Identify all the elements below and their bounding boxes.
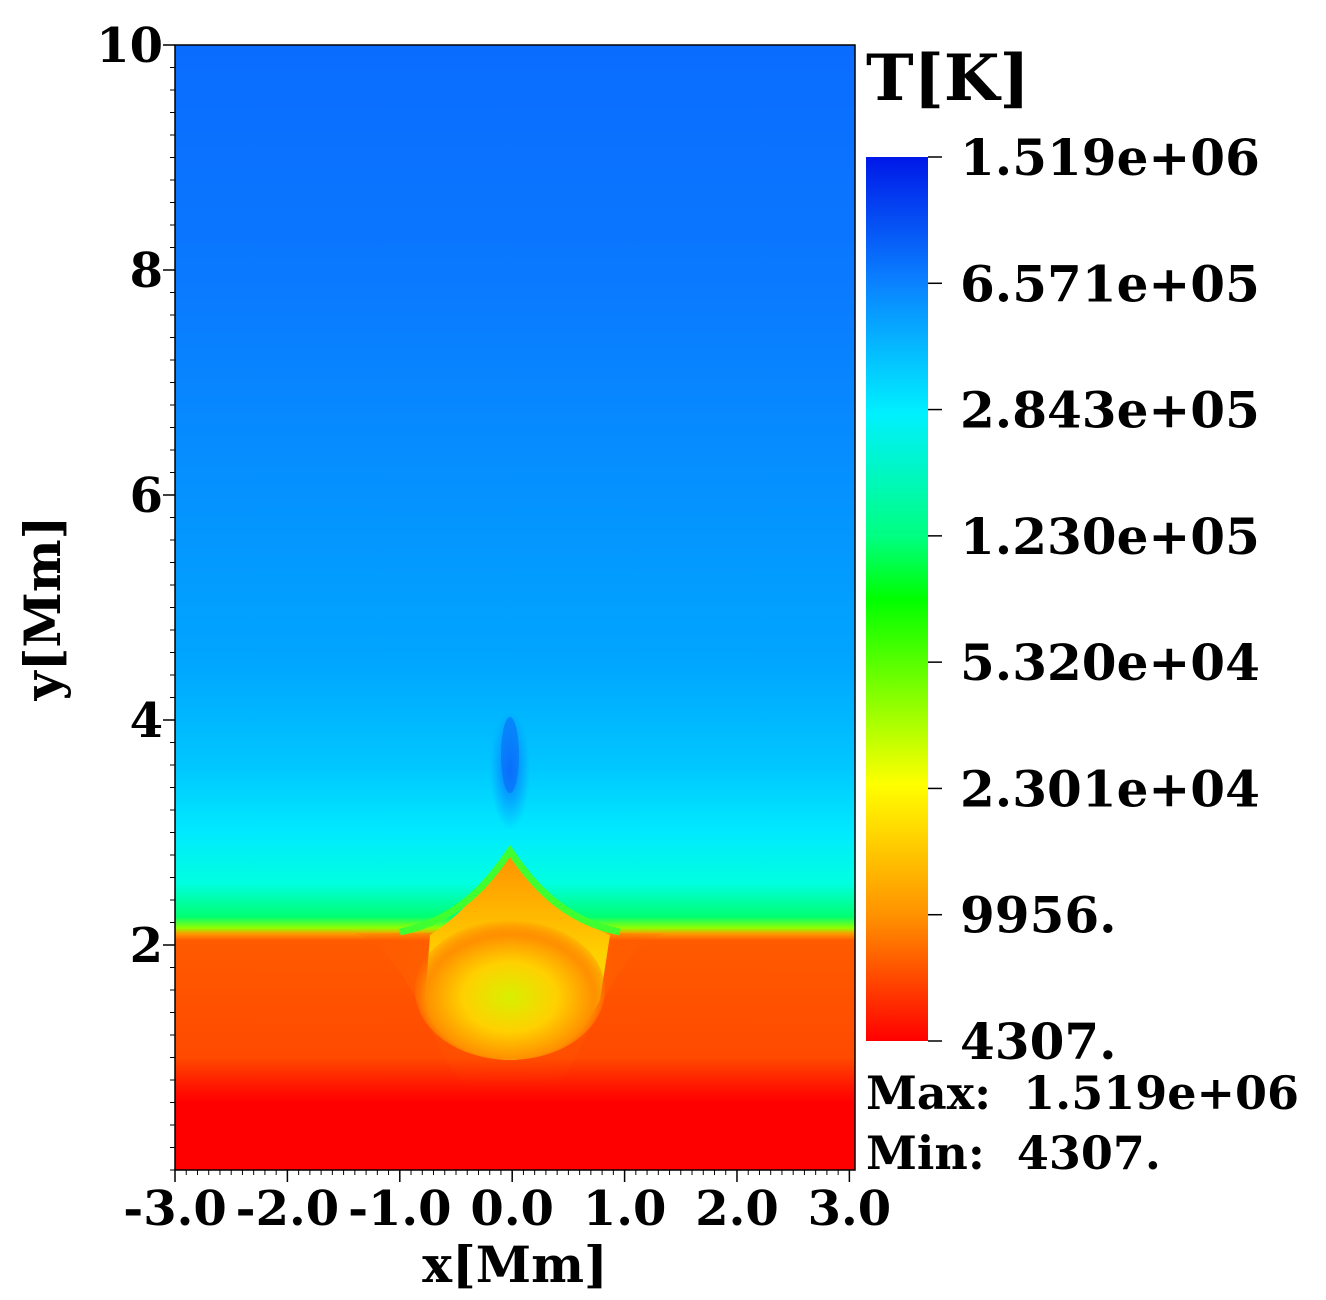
x-tick-label: -3.0 — [123, 1181, 226, 1237]
jet-rim — [399, 844, 621, 936]
colorbar-title: T[K] — [866, 41, 1030, 116]
y-tick-label: 8 — [130, 243, 163, 299]
max-stat: Max: 1.519e+06 — [866, 1070, 1299, 1116]
colorbar-tick-label: 5.320e+04 — [960, 633, 1260, 692]
temperature-field — [175, 45, 855, 1170]
max-label: Max: — [866, 1066, 992, 1120]
x-tick-label: -2.0 — [236, 1181, 339, 1237]
y-tick-label: 6 — [130, 468, 163, 524]
jet-core — [415, 920, 605, 1060]
min-value: 4307. — [1016, 1126, 1161, 1180]
hot-blob-core — [501, 717, 519, 793]
x-tick-label: 1.0 — [583, 1181, 667, 1237]
x-tick-label: -1.0 — [348, 1181, 451, 1237]
colorbar-tick-label: 1.230e+05 — [960, 507, 1260, 566]
colorbar-ticks: 1.519e+06 6.571e+05 2.843e+05 1.230e+05 5.32… — [928, 128, 1260, 1071]
y-axis-title: y[Mm] — [13, 516, 72, 702]
colorbar-tick-label: 1.519e+06 — [960, 128, 1260, 187]
colorbar-tick-label: 9956. — [960, 886, 1117, 945]
x-axis-title: x[Mm] — [422, 1235, 607, 1294]
x-axis: -3.0 -2.0 -1.0 0.0 1.0 2.0 3.0 — [123, 1170, 891, 1237]
min-label: Min: — [866, 1126, 985, 1180]
y-axis: 2 4 6 8 10 — [96, 18, 175, 1171]
colorbar — [866, 157, 928, 1041]
x-tick-label: 0.0 — [470, 1181, 554, 1237]
colorbar-tick-label: 2.301e+04 — [960, 759, 1260, 818]
y-tick-label: 4 — [130, 693, 163, 749]
colorbar-tick-label: 6.571e+05 — [960, 254, 1260, 313]
colorbar-tick-label: 4307. — [960, 1012, 1117, 1071]
y-tick-label: 2 — [130, 918, 163, 974]
min-stat: Min: 4307. — [866, 1130, 1161, 1176]
colorbar-tick-label: 2.843e+05 — [960, 381, 1260, 440]
x-tick-label: 2.0 — [695, 1181, 779, 1237]
y-tick-label: 10 — [96, 18, 163, 74]
x-tick-label: 3.0 — [808, 1181, 892, 1237]
max-value: 1.519e+06 — [1023, 1066, 1300, 1120]
